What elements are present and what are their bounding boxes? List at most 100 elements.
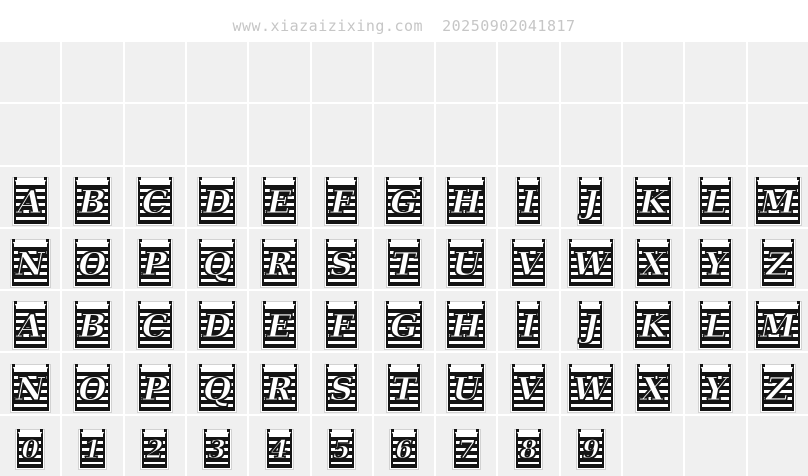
glyph-badge: E xyxy=(263,176,296,224)
glyph-letter: Q xyxy=(203,369,232,408)
glyph-cell-empty-row-2-col10 xyxy=(560,104,622,165)
glyph-badge: F xyxy=(326,176,358,224)
glyph-cell-row-digits-col5: 4 xyxy=(249,415,310,476)
glyph-cell-empty-row-1-col10 xyxy=(560,42,622,103)
glyph-cell-empty-row-1-col1 xyxy=(0,42,61,103)
glyph-letter: I xyxy=(521,307,537,346)
glyph-letter: G xyxy=(390,182,418,221)
glyph-badge: A xyxy=(13,176,47,224)
glyph-badge: K xyxy=(635,301,672,349)
glyph-badge: Q xyxy=(199,239,235,287)
glyph-badge: M xyxy=(756,176,800,224)
glyph-cell-row-uppercase-a-m-col11: K xyxy=(623,166,684,227)
glyph-letter: L xyxy=(704,182,728,221)
watermark-bar: www.xiazaizixing.com 20250902041817 xyxy=(0,0,808,42)
glyph-badge: N xyxy=(11,239,50,287)
glyph-letter: 3 xyxy=(208,434,227,464)
glyph-cell-row-uppercase-n-z-col11: X xyxy=(623,228,684,290)
glyph-cell-row-uppercase-a-m-col4: D xyxy=(186,166,248,227)
glyph-cell-row-uppercase-a-m-col12: L xyxy=(685,166,746,227)
glyph-letter: S xyxy=(330,369,354,408)
glyph-badge: 2 xyxy=(142,428,168,468)
glyph-cell-row-lowercase-n-z-shown-as-caps-col8: U xyxy=(436,353,497,414)
glyph-badge: S xyxy=(326,363,358,411)
glyph-badge: O xyxy=(74,239,111,287)
glyph-badge: Q xyxy=(199,363,235,411)
glyph-cell-row-lowercase-a-m-shown-as-caps-col6: F xyxy=(311,291,372,352)
glyph-badge: R xyxy=(262,239,297,287)
glyph-badge: A xyxy=(13,301,47,349)
glyph-cell-row-digits-col11 xyxy=(623,415,684,476)
glyph-cell-row-digits-col10: 9 xyxy=(560,415,622,476)
glyph-cell-empty-row-1-col8 xyxy=(436,42,497,103)
glyph-badge: P xyxy=(138,239,171,287)
glyph-badge: B xyxy=(74,176,111,224)
glyph-badge: T xyxy=(388,363,420,411)
glyph-letter: N xyxy=(15,245,45,284)
glyph-badge: J xyxy=(579,301,603,349)
glyph-letter: X xyxy=(640,245,666,284)
glyph-badge: M xyxy=(756,301,800,349)
glyph-cell-row-uppercase-n-z-col12: Y xyxy=(685,228,746,290)
glyph-letter: D xyxy=(203,307,232,346)
glyph-letter: 9 xyxy=(582,434,601,464)
glyph-letter: Q xyxy=(203,245,232,284)
glyph-badge: E xyxy=(263,301,296,349)
glyph-badge: L xyxy=(700,301,731,349)
glyph-cell-empty-row-1-col13 xyxy=(747,42,808,103)
glyph-badge: I xyxy=(517,176,541,224)
glyph-cell-row-uppercase-a-m-col6: F xyxy=(311,166,372,227)
glyph-cell-row-uppercase-n-z-col6: S xyxy=(311,228,372,290)
glyph-cell-row-uppercase-a-m-col9: I xyxy=(498,166,559,227)
glyph-cell-row-lowercase-a-m-shown-as-caps-col1: A xyxy=(0,291,61,352)
glyph-badge: O xyxy=(74,363,111,411)
glyph-cell-row-lowercase-n-z-shown-as-caps-col10: W xyxy=(560,353,622,414)
glyph-letter: T xyxy=(392,245,417,284)
glyph-badge: N xyxy=(11,363,50,411)
glyph-badge: G xyxy=(386,176,422,224)
glyph-cell-row-uppercase-a-m-col13: M xyxy=(747,166,808,227)
glyph-cell-row-uppercase-a-m-col7: G xyxy=(373,166,435,227)
glyph-cell-empty-row-2-col11 xyxy=(623,104,684,165)
glyph-letter: O xyxy=(78,245,107,284)
glyph-letter: Z xyxy=(766,245,790,284)
glyph-cell-row-lowercase-n-z-shown-as-caps-col4: Q xyxy=(186,353,248,414)
glyph-badge: T xyxy=(388,239,420,287)
glyph-badge: 4 xyxy=(266,428,293,468)
glyph-letter: J xyxy=(583,182,599,221)
glyph-cell-row-digits-col12 xyxy=(685,415,746,476)
glyph-cell-empty-row-1-col9 xyxy=(498,42,559,103)
glyph-cell-row-digits-col6: 5 xyxy=(311,415,372,476)
glyph-cell-row-lowercase-a-m-shown-as-caps-col4: D xyxy=(186,291,248,352)
glyph-letter: S xyxy=(330,245,354,284)
glyph-cell-empty-row-2-col5 xyxy=(249,104,310,165)
glyph-cell-empty-row-1-col2 xyxy=(62,42,123,103)
glyph-cell-empty-row-2-col8 xyxy=(436,104,497,165)
glyph-badge: 0 xyxy=(17,428,44,468)
glyph-cell-empty-row-1-col6 xyxy=(311,42,372,103)
glyph-badge: W xyxy=(568,363,613,411)
glyph-badge: S xyxy=(326,239,358,287)
glyph-cell-row-digits-col13 xyxy=(747,415,808,476)
glyph-cell-row-uppercase-a-m-col8: H xyxy=(436,166,497,227)
glyph-letter: 7 xyxy=(457,434,476,464)
glyph-letter: 2 xyxy=(146,434,165,464)
glyph-letter: M xyxy=(760,307,797,346)
glyph-letter: U xyxy=(452,369,481,408)
glyph-badge: 6 xyxy=(391,428,418,468)
glyph-cell-empty-row-1-col3 xyxy=(124,42,185,103)
glyph-badge: X xyxy=(636,239,670,287)
glyph-cell-row-lowercase-n-z-shown-as-caps-col13: Z xyxy=(747,353,808,414)
glyph-cell-row-uppercase-n-z-col1: N xyxy=(0,228,61,290)
glyph-badge: Y xyxy=(700,239,731,287)
glyph-badge: F xyxy=(326,301,358,349)
glyph-letter: F xyxy=(330,307,354,346)
glyph-letter: Y xyxy=(704,369,728,408)
glyph-cell-row-digits-col3: 2 xyxy=(124,415,185,476)
glyph-cell-row-uppercase-n-z-col2: O xyxy=(62,228,123,290)
glyph-letter: B xyxy=(78,307,106,346)
glyph-cell-row-uppercase-n-z-col7: T xyxy=(373,228,435,290)
glyph-letter: A xyxy=(17,307,43,346)
glyph-badge: G xyxy=(386,301,422,349)
